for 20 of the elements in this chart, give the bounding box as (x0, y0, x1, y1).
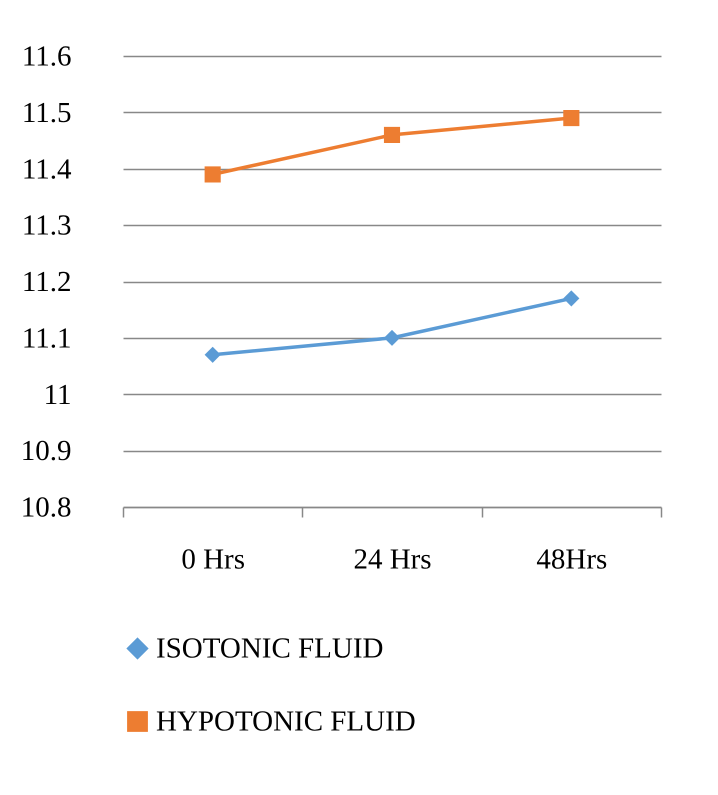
y-tick-label: 11.3 (22, 210, 72, 242)
legend-label: ISOTONIC FLUID (156, 632, 384, 664)
y-tick-label: 11.6 (22, 40, 72, 72)
point (384, 126, 400, 143)
y-tick-label: 11.4 (22, 153, 72, 186)
point (384, 330, 400, 346)
y-tick-label: 10.9 (20, 435, 72, 468)
point (563, 290, 580, 306)
y-tick-label: 10.8 (20, 492, 72, 524)
y-tick-label: 11.5 (22, 96, 72, 129)
legend-label: HYPOTONIC FLUID (156, 706, 416, 738)
point (204, 346, 221, 363)
x-tick-label: 48Hrs (536, 544, 608, 576)
point (563, 110, 580, 126)
x-tick-label: 0 Hrs (181, 544, 245, 576)
y-tick-label: 11 (44, 378, 72, 411)
x-tick-label: 24 Hrs (353, 544, 432, 576)
point (204, 166, 221, 182)
y-tick-label: 11.1 (22, 322, 72, 354)
y-tick-label: 11.2 (22, 266, 72, 298)
